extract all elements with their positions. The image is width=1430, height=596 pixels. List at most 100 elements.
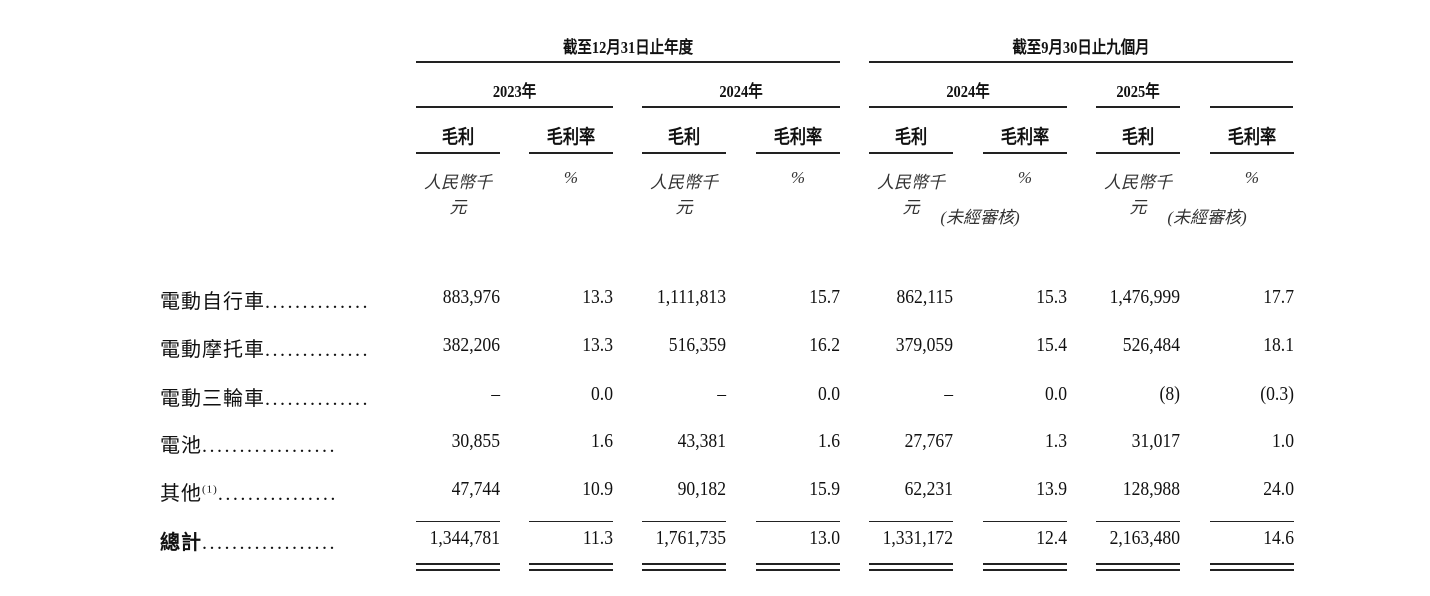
column-rule xyxy=(756,152,840,154)
column-rule xyxy=(642,152,726,154)
table-cell: 1,331,172 xyxy=(882,527,953,549)
column-rule xyxy=(983,152,1067,154)
row-label: 總計.................. xyxy=(160,526,337,555)
row-label-text: 電池 xyxy=(160,435,202,457)
table-cell: 1,476,999 xyxy=(1109,286,1180,308)
column-rule xyxy=(869,152,953,154)
table-cell: 15.3 xyxy=(1036,286,1067,308)
table-cell: 379,059 xyxy=(895,334,953,356)
table-cell: 47,744 xyxy=(451,478,500,500)
unit-label: 人民幣千元 xyxy=(424,173,492,217)
unaudited-note: (未經審核) xyxy=(1167,208,1247,227)
table-cell: 1,344,781 xyxy=(429,527,500,549)
table-cell: 43,381 xyxy=(677,430,726,452)
table-cell: 128,988 xyxy=(1122,478,1180,500)
unit-label: % xyxy=(563,168,579,187)
year-header: 2024年 xyxy=(719,82,763,101)
unit-label: 人民幣千元 xyxy=(877,173,945,217)
subtotal-rule xyxy=(869,521,953,522)
table-cell: 11.3 xyxy=(582,527,613,549)
year-header: 2023年 xyxy=(492,82,537,101)
double-rule-bottom xyxy=(416,569,500,571)
table-cell: 27,767 xyxy=(904,430,953,452)
row-label-text: 其他 xyxy=(160,483,202,505)
table-cell: 1,761,735 xyxy=(655,527,726,549)
table-cell: (0.3) xyxy=(1260,383,1294,405)
column-rule xyxy=(1096,152,1180,154)
double-rule-top xyxy=(1096,563,1180,565)
double-rule-top xyxy=(1210,563,1294,565)
unit-label: 人民幣千元 xyxy=(1104,173,1172,217)
year-rule xyxy=(642,106,840,108)
double-rule-bottom xyxy=(983,569,1067,571)
column-rule xyxy=(529,152,613,154)
row-label-text: 電動摩托車 xyxy=(160,339,265,361)
subtotal-rule xyxy=(983,521,1067,522)
year-rule xyxy=(1096,106,1180,108)
table-cell: 0.0 xyxy=(1045,383,1067,405)
column-header: 毛利 xyxy=(1121,127,1155,148)
double-rule-bottom xyxy=(529,569,613,571)
double-rule-top xyxy=(869,563,953,565)
table-cell: 526,484 xyxy=(1122,334,1180,356)
double-rule-bottom xyxy=(869,569,953,571)
footnote-ref: (1) xyxy=(202,483,218,496)
table-cell: 10.9 xyxy=(582,478,613,500)
double-rule-bottom xyxy=(642,569,726,571)
double-rule-bottom xyxy=(1210,569,1294,571)
table-cell: 13.9 xyxy=(1036,478,1067,500)
table-cell: 862,115 xyxy=(896,286,953,308)
header-rule xyxy=(869,61,1293,63)
table-cell: 31,017 xyxy=(1131,430,1180,452)
table-cell: – xyxy=(491,383,500,405)
table-cell: 17.7 xyxy=(1263,286,1294,308)
leader-dots: .............. xyxy=(265,339,370,361)
row-label: 電池.................. xyxy=(160,429,337,458)
table-cell: 2,163,480 xyxy=(1109,527,1180,549)
row-label-text: 電動三輪車 xyxy=(160,388,265,410)
table-cell: 13.3 xyxy=(582,286,613,308)
table-cell: 30,855 xyxy=(451,430,500,452)
table-cell: 24.0 xyxy=(1263,478,1294,500)
subtotal-rule xyxy=(529,521,613,522)
row-label: 電動三輪車.............. xyxy=(160,382,370,411)
table-cell: 13.3 xyxy=(582,334,613,356)
row-label-text: 總計 xyxy=(160,532,202,554)
column-rule xyxy=(416,152,500,154)
unit-label: % xyxy=(1244,168,1260,187)
table-cell: 1.3 xyxy=(1045,430,1067,452)
table-cell: 1.0 xyxy=(1272,430,1294,452)
table-cell: 90,182 xyxy=(677,478,726,500)
year-header: 2024年 xyxy=(946,82,990,101)
column-header: 毛利率 xyxy=(546,127,596,148)
table-cell: 16.2 xyxy=(809,334,840,356)
subtotal-rule xyxy=(1210,521,1294,522)
table-cell: 62,231 xyxy=(904,478,953,500)
table-cell: 1.6 xyxy=(591,430,613,452)
double-rule-bottom xyxy=(1096,569,1180,571)
double-rule-top xyxy=(642,563,726,565)
column-header: 毛利率 xyxy=(773,127,823,148)
column-rule xyxy=(1210,152,1294,154)
table-cell: 883,976 xyxy=(442,286,500,308)
unit-label: % xyxy=(1017,168,1033,187)
column-header: 毛利率 xyxy=(1227,127,1277,148)
double-rule-top xyxy=(756,563,840,565)
row-label-text: 電動自行車 xyxy=(160,291,265,313)
table-cell: 15.4 xyxy=(1036,334,1067,356)
table-cell: (8) xyxy=(1159,383,1180,405)
table-cell: 1.6 xyxy=(818,430,840,452)
unit-label: % xyxy=(790,168,806,187)
table-cell: – xyxy=(944,383,953,405)
header-group-year: 截至12月31日止年度 xyxy=(562,38,694,57)
double-rule-bottom xyxy=(756,569,840,571)
subtotal-rule xyxy=(416,521,500,522)
table-cell: 13.0 xyxy=(809,527,840,549)
leader-dots: .............. xyxy=(265,291,370,313)
table-cell: 15.7 xyxy=(809,286,840,308)
row-label: 電動摩托車.............. xyxy=(160,333,370,362)
unit-label: 人民幣千元 xyxy=(650,173,718,217)
subtotal-rule xyxy=(642,521,726,522)
double-rule-top xyxy=(983,563,1067,565)
leader-dots: .................. xyxy=(202,435,337,457)
